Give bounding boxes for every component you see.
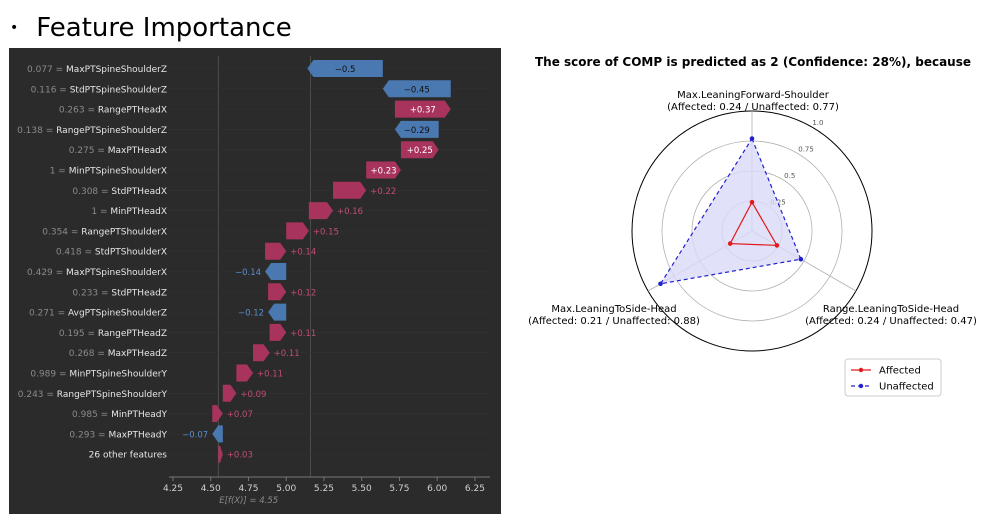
radial-tick-label: 1.0 <box>812 119 823 127</box>
shap-value-label: +0.07 <box>227 410 253 420</box>
series-area-unaffected <box>660 138 801 284</box>
base-value-label: E[f(X)] = 4.55 <box>219 496 278 506</box>
legend-label-affected: Affected <box>879 366 921 377</box>
shap-value-label: +0.11 <box>274 349 300 359</box>
positive-shap-bar <box>400 141 439 159</box>
radial-tick-label: 0.75 <box>798 146 814 154</box>
feature-label: 0.354 = RangePTShoulderX <box>42 227 167 237</box>
shap-value-label: −0.5 <box>335 65 356 75</box>
shap-value-label: +0.16 <box>337 207 363 217</box>
positive-shap-bar <box>236 364 254 382</box>
positive-shap-bar <box>253 344 270 362</box>
positive-shap-bar <box>212 405 223 423</box>
positive-shap-bar <box>333 181 367 199</box>
bullet-glyph: • <box>10 20 19 36</box>
x-tick-label: 4.50 <box>201 484 221 494</box>
radar-title: The score of COMP is predicted as 2 (Con… <box>535 55 971 69</box>
x-tick-label: 6.25 <box>465 484 485 494</box>
negative-shap-bar <box>382 80 451 98</box>
series-point-affected <box>774 243 780 248</box>
series-point-unaffected <box>798 256 804 262</box>
positive-shap-bar <box>265 242 287 260</box>
axis-label-values: (Affected: 0.21 / Unaffected: 0.88) <box>528 316 700 327</box>
series-line-unaffected <box>659 137 802 285</box>
shap-value-label: +0.37 <box>410 106 436 116</box>
shap-value-label: −0.29 <box>404 126 430 136</box>
series-point-affected <box>749 199 755 205</box>
shap-value-label: −0.12 <box>238 309 264 319</box>
shap-value-label: +0.09 <box>240 390 266 400</box>
feature-label: 26 other features <box>89 451 168 461</box>
feature-label: 0.275 = MaxPTHeadX <box>69 146 167 156</box>
shap-value-label: +0.12 <box>290 288 316 298</box>
shap-value-label: +0.11 <box>290 329 316 339</box>
shap-value-label: +0.22 <box>370 187 396 197</box>
radar-chart: The score of COMP is predicted as 2 (Con… <box>528 55 977 397</box>
negative-shap-bar <box>268 303 287 321</box>
x-tick-label: 6.00 <box>427 484 447 494</box>
series-point-unaffected <box>749 136 755 141</box>
shap-value-label: −0.14 <box>235 268 261 278</box>
shap-value-label: +0.15 <box>313 227 339 237</box>
negative-shap-bar <box>307 60 383 77</box>
x-tick-label: 5.00 <box>276 484 296 494</box>
shap-value-label: −0.45 <box>404 85 430 95</box>
x-tick-label: 4.75 <box>238 484 258 494</box>
positive-shap-bar <box>222 384 237 402</box>
slide-title-text: Feature Importance <box>36 13 292 43</box>
feature-label: 0.268 = MaxPTHeadZ <box>69 349 167 359</box>
slide-title: • Feature Importance <box>10 8 292 48</box>
legend-label-unaffected: Unaffected <box>879 382 934 393</box>
negative-shap-bar <box>265 263 287 280</box>
feature-label: 0.429 = MaxPTSpineShoulderX <box>27 268 167 278</box>
feature-label: 0.293 = MaxPTHeadY <box>69 430 167 440</box>
x-tick-label: 5.25 <box>314 484 334 494</box>
shap-value-label: +0.03 <box>227 451 253 461</box>
negative-shap-bar <box>212 425 223 443</box>
axis-label-name: Range.LeaningToSide-Head <box>823 304 959 315</box>
legend-box <box>844 358 942 397</box>
positive-shap-bar <box>269 323 287 341</box>
feature-label: 0.233 = StdPTHeadZ <box>72 288 167 298</box>
feature-label: 0.195 = RangePTHeadZ <box>59 329 167 339</box>
axis-label-values: (Affected: 0.24 / Unaffected: 0.77) <box>667 102 839 113</box>
feature-label: 0.263 = RangePTHeadX <box>59 106 167 116</box>
positive-shap-bar <box>218 445 223 463</box>
feature-label: 1 = MinPTHeadX <box>91 207 167 217</box>
shap-value-label: +0.25 <box>407 146 433 156</box>
feature-label: 0.243 = RangePTSpineShoulderY <box>18 390 168 400</box>
x-tick-label: 5.50 <box>352 484 372 494</box>
feature-label: 0.138 = RangePTSpineShoulderZ <box>17 126 167 136</box>
shap-value-label: +0.14 <box>290 248 316 258</box>
positive-shap-bar <box>308 202 334 220</box>
feature-label: 0.308 = StdPTHeadX <box>72 187 167 197</box>
feature-label: 1 = MinPTSpineShoulderX <box>50 167 167 177</box>
series-point-affected <box>727 241 733 246</box>
shap-waterfall-chart: 0.077 = MaxPTSpineShoulderZ −0.5 0.116 = S… <box>9 48 501 514</box>
feature-label: 0.989 = MinPTSpineShoulderY <box>30 370 167 380</box>
positive-shap-bar <box>394 100 451 118</box>
positive-shap-bar <box>268 283 287 301</box>
x-tick-label: 4.25 <box>163 484 183 494</box>
feature-label: 0.077 = MaxPTSpineShoulderZ <box>27 65 167 75</box>
x-tick-label: 5.75 <box>389 484 409 494</box>
feature-label: 0.418 = StdPTShoulderX <box>56 248 167 258</box>
axis-label-values: (Affected: 0.24 / Unaffected: 0.47) <box>805 316 977 327</box>
feature-label: 0.985 = MinPTHeadY <box>72 410 167 420</box>
positive-shap-bar <box>286 222 309 240</box>
series-point-unaffected <box>658 281 663 287</box>
axis-label-name: Max.LeaningForward-Shoulder <box>677 90 830 101</box>
shap-value-label: +0.23 <box>371 167 397 177</box>
radial-tick-label: 0.5 <box>784 172 795 180</box>
feature-label: 0.271 = AvgPTSpineShoulderZ <box>29 309 167 319</box>
axis-label-name: Max.LeaningToSide-Head <box>551 304 676 315</box>
legend-marker-affected <box>858 367 864 373</box>
series-line-affected <box>729 200 779 247</box>
positive-shap-bar <box>366 161 401 179</box>
feature-label: 0.116 = StdPTSpineShoulderZ <box>31 85 167 95</box>
negative-shap-bar <box>394 120 439 138</box>
legend-marker-unaffected <box>858 383 864 389</box>
shap-value-label: +0.11 <box>257 370 283 380</box>
shap-value-label: −0.07 <box>182 430 208 440</box>
